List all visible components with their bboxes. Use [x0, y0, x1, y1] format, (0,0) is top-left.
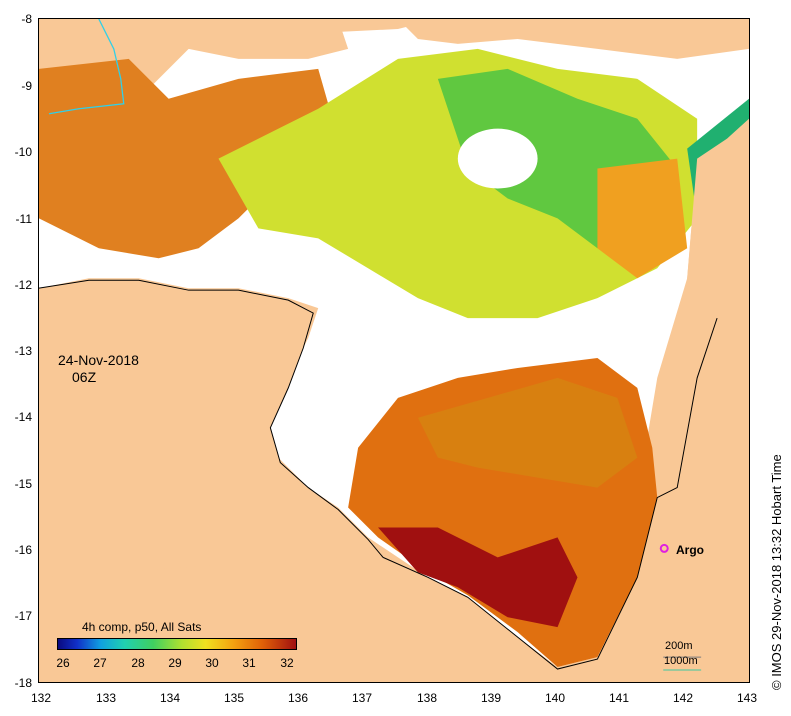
x-tick-label: 139 [480, 691, 502, 705]
y-tick-label: -8 [21, 12, 32, 26]
x-tick-label: 142 [672, 691, 694, 705]
colorbar-tick: 30 [205, 656, 219, 670]
coastline-west [39, 279, 384, 558]
colorbar-tick: 28 [131, 656, 145, 670]
x-tick-label: 134 [159, 691, 181, 705]
x-tick-label: 138 [416, 691, 438, 705]
land-cape-york [687, 118, 749, 378]
sst-map[interactable] [38, 18, 750, 683]
land-north-west [39, 19, 349, 64]
x-tick-label: 135 [223, 691, 245, 705]
colorbar-tick: 27 [93, 656, 107, 670]
y-tick-label: -12 [14, 278, 32, 292]
cloud-hole [457, 128, 538, 189]
y-tick-label: -10 [14, 145, 32, 159]
sst-orange-patch [597, 158, 688, 279]
x-tick-label: 132 [30, 691, 52, 705]
land-arnhem [39, 280, 384, 578]
y-tick-label: -18 [14, 676, 32, 690]
sst-colorbar [57, 638, 297, 650]
x-tick-label: 143 [736, 691, 758, 705]
x-tick-label: 133 [95, 691, 117, 705]
sst-mid-region [417, 377, 638, 488]
sst-map-canvas [39, 19, 749, 682]
sst-warm-north [39, 58, 339, 259]
argo-float-marker [659, 543, 669, 553]
colorbar-tick: 32 [280, 656, 294, 670]
land-top-right [397, 19, 749, 59]
x-tick-label: 141 [608, 691, 630, 705]
colorbar-tick: 29 [168, 656, 182, 670]
y-tick-label: -14 [14, 410, 32, 424]
colorbar-tick: 31 [242, 656, 256, 670]
y-tick-label: -13 [14, 344, 32, 358]
coastline-south [382, 317, 718, 670]
x-tick-label: 140 [544, 691, 566, 705]
legend-title: 4h comp, p50, All Sats [82, 620, 202, 634]
contour-200-label: 200m [665, 640, 693, 652]
y-tick-label: -11 [15, 212, 32, 226]
x-tick-label: 137 [351, 691, 373, 705]
y-tick-label: -16 [14, 543, 32, 557]
land-south [39, 308, 749, 682]
map-date: 24-Nov-2018 [58, 352, 139, 368]
contour-1000-label: 1000m [664, 655, 698, 667]
imos-credit: © IMOS 29-Nov-2018 13:32 Hobart Time [769, 454, 784, 690]
argo-label: Argo [676, 543, 704, 557]
colorbar-tick: 26 [56, 656, 70, 670]
sst-very-hot-region [378, 527, 578, 628]
y-tick-label: -15 [14, 477, 32, 491]
y-tick-label: -9 [21, 79, 32, 93]
river-line [48, 19, 125, 115]
x-tick-label: 136 [287, 691, 309, 705]
y-tick-label: -17 [14, 609, 32, 623]
map-time: 06Z [72, 369, 97, 385]
